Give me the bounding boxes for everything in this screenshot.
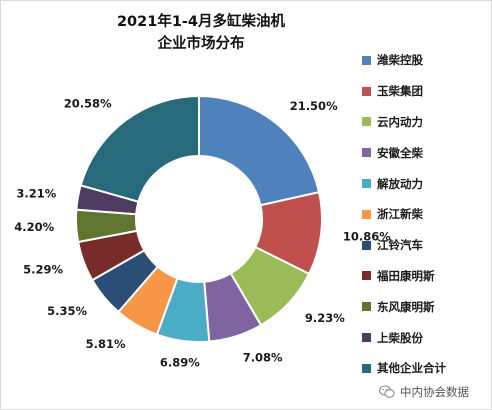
data-label-6: 5.81% xyxy=(86,337,126,351)
legend-label: 浙江新柴 xyxy=(377,207,423,222)
legend-item: 云内动力 xyxy=(362,107,490,138)
legend-swatch xyxy=(362,209,371,219)
chart-title-line-2: 企业市场分布 xyxy=(157,36,245,52)
chart-legend: 潍柴控股玉柴集团云内动力安徽全柴解放动力浙江新柴江铃汽车福田康明斯东风康明斯上柴… xyxy=(362,45,490,384)
legend-label: 玉柴集团 xyxy=(377,84,423,99)
legend-label: 江铃汽车 xyxy=(377,238,423,253)
legend-swatch xyxy=(362,271,371,281)
legend-swatch xyxy=(362,363,371,373)
legend-item: 潍柴控股 xyxy=(362,45,490,76)
slice-11 xyxy=(79,94,200,203)
data-label-9: 4.20% xyxy=(14,220,54,234)
legend-item: 东风康明斯 xyxy=(362,291,490,322)
legend-item: 其他企业合计 xyxy=(362,353,490,384)
legend-item: 上柴股份 xyxy=(362,322,490,353)
legend-label: 安徽全柴 xyxy=(377,145,423,160)
watermark-text: 中内协会数据 xyxy=(400,385,469,399)
legend-item: 江铃汽车 xyxy=(362,230,490,261)
wechat-icon xyxy=(379,385,395,398)
legend-item: 玉柴集团 xyxy=(362,76,490,107)
chart-title-line-1: 2021年1-4月多缸柴油机 xyxy=(116,14,286,30)
legend-label: 东风康明斯 xyxy=(377,299,435,314)
legend-swatch xyxy=(362,333,371,343)
legend-label: 云内动力 xyxy=(377,114,423,129)
legend-swatch xyxy=(362,302,371,312)
legend-swatch xyxy=(362,86,371,96)
data-label-3: 9.23% xyxy=(305,311,345,325)
legend-swatch xyxy=(362,55,371,65)
data-label-11: 20.58% xyxy=(64,96,112,110)
legend-item: 浙江新柴 xyxy=(362,199,490,230)
data-label-1: 21.50% xyxy=(290,99,338,113)
legend-label: 其他企业合计 xyxy=(377,361,446,376)
legend-label: 上柴股份 xyxy=(377,330,423,345)
legend-item: 解放动力 xyxy=(362,168,490,199)
data-label-7: 5.35% xyxy=(47,304,87,318)
legend-label: 解放动力 xyxy=(377,176,423,191)
legend-swatch xyxy=(362,240,371,250)
data-label-2: 10.86% xyxy=(343,230,391,244)
legend-item: 福田康明斯 xyxy=(362,261,490,292)
data-label-5: 6.89% xyxy=(160,356,200,370)
slice-labels: 21.50% 10.86% 9.23% 7.08% 6.89% 5.81% 5.35% 5.2… xyxy=(14,96,391,369)
legend-label: 潍柴控股 xyxy=(377,53,423,68)
legend-item: 安徽全柴 xyxy=(362,137,490,168)
watermark: 中内协会数据 xyxy=(379,384,469,400)
legend-swatch xyxy=(362,117,371,127)
data-label-4: 7.08% xyxy=(243,350,283,364)
donut-slices xyxy=(75,94,323,343)
legend-swatch xyxy=(362,179,371,189)
data-label-10: 3.21% xyxy=(16,187,56,201)
legend-swatch xyxy=(362,148,371,158)
legend-label: 福田康明斯 xyxy=(377,268,435,283)
slice-1 xyxy=(198,94,321,207)
chart-title: 2021年1-4月多缸柴油机 企业市场分布 xyxy=(1,11,401,55)
data-label-8: 5.29% xyxy=(23,262,63,276)
